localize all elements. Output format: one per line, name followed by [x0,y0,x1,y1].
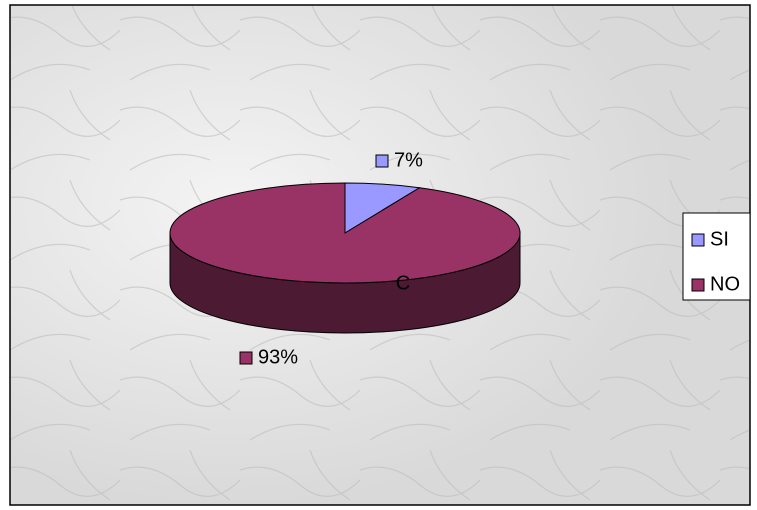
pie-slice [169,182,521,284]
legend-marker [691,278,705,292]
annotation: C [396,272,410,294]
legend-label: SI [710,228,729,250]
legend-marker [691,233,705,247]
data-label: 93% [258,346,298,368]
pie [169,182,521,334]
legend-label: NO [710,273,740,295]
data-label-marker [239,351,253,365]
data-label-marker [375,154,389,168]
data-label: 7% [394,149,423,171]
